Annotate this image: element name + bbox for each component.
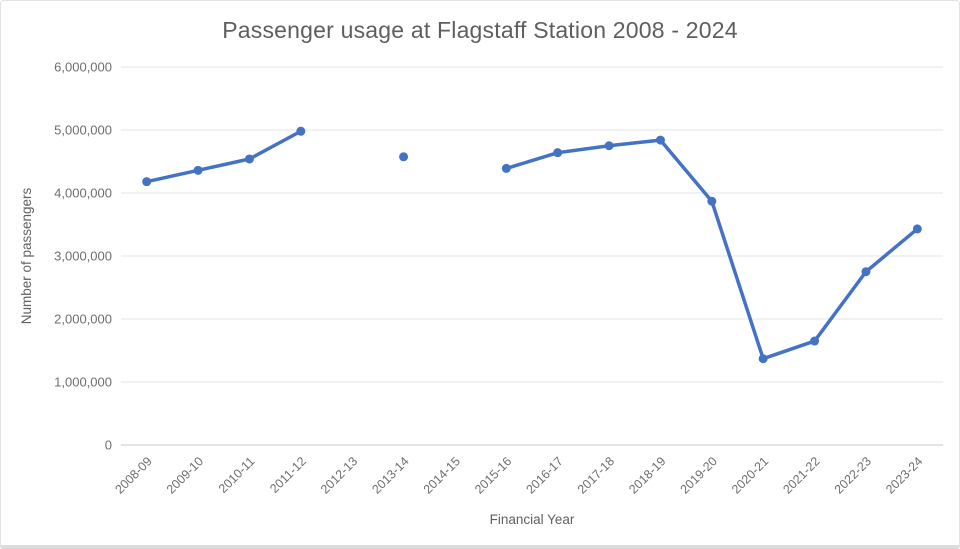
data-point-2009-10[interactable] [193, 165, 203, 175]
x-tick-label: 2022-23 [832, 454, 874, 496]
data-point-2017-18[interactable] [604, 141, 614, 151]
x-tick-label: 2014-15 [421, 454, 463, 496]
chart-title: Passenger usage at Flagstaff Station 200… [222, 17, 738, 43]
data-point-2021-22[interactable] [810, 336, 820, 346]
series-line-segment [504, 138, 920, 361]
y-tick-label: 5,000,000 [54, 123, 112, 138]
x-tick-label: 2008-09 [112, 454, 154, 496]
data-point-2016-17[interactable] [553, 148, 563, 158]
x-tick-label: 2012-13 [318, 454, 360, 496]
x-tick-label: 2013-14 [369, 454, 411, 496]
y-tick-label: 2,000,000 [54, 312, 112, 327]
y-tick-label: 0 [105, 438, 112, 453]
data-point-2011-12[interactable] [296, 126, 306, 136]
data-point-2015-16[interactable] [501, 163, 511, 173]
x-tick-label: 2020-21 [729, 454, 771, 496]
data-point-2010-11[interactable] [244, 154, 254, 164]
x-tick-label: 2017-18 [575, 454, 617, 496]
x-tick-label: 2009-10 [164, 454, 206, 496]
x-tick-label: 2019-20 [678, 454, 720, 496]
data-point-2023-24[interactable] [912, 224, 922, 234]
data-point-2020-21[interactable] [758, 354, 768, 364]
y-tick-label: 3,000,000 [54, 249, 112, 264]
y-tick-label: 4,000,000 [54, 186, 112, 201]
x-tick-label: 2011-12 [267, 454, 309, 496]
x-tick-label: 2023-24 [883, 454, 925, 496]
x-axis-title: Financial Year [489, 512, 575, 527]
x-tick-label: 2016-17 [523, 454, 565, 496]
x-tick-label: 2010-11 [216, 454, 258, 496]
data-point-2013-14[interactable] [399, 152, 409, 162]
data-point-2008-09[interactable] [142, 177, 152, 187]
y-tick-label: 1,000,000 [54, 375, 112, 390]
y-tick-label: 6,000,000 [54, 60, 112, 75]
data-point-2018-19[interactable] [655, 135, 665, 145]
x-tick-label: 2015-16 [472, 454, 514, 496]
series-line-segment [144, 129, 303, 184]
y-axis-title: Number of passengers [19, 187, 34, 324]
data-point-2019-20[interactable] [707, 196, 717, 206]
data-point-2022-23[interactable] [861, 267, 871, 277]
x-tick-label: 2018-19 [626, 454, 668, 496]
x-tick-label: 2021-22 [780, 454, 822, 496]
